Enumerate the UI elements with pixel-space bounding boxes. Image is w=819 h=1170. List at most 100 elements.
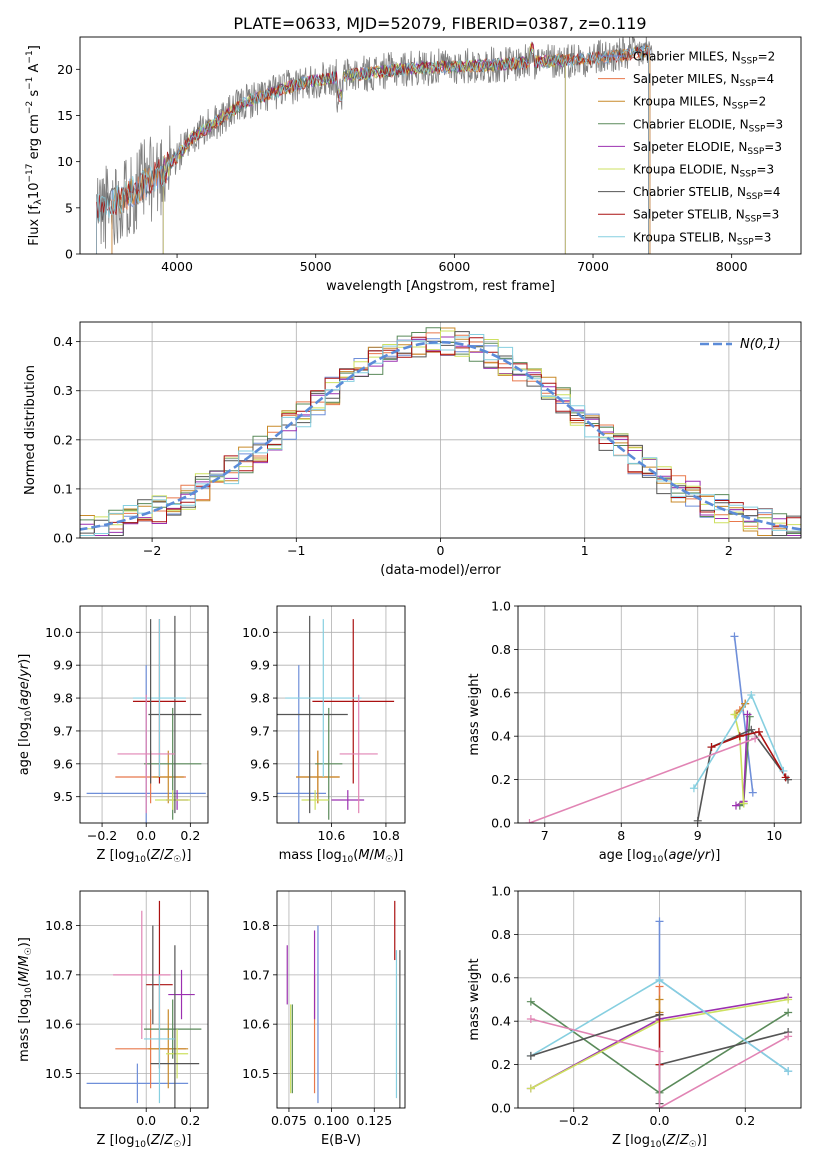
age_vs_z-panel: −0.2 0.0 0.2 9.5 9.6 9.7 9.8 9.9 10.0 Z [log10(Z/…	[17, 605, 209, 865]
data-marker	[655, 1010, 664, 1019]
x-tick-label: 7	[541, 828, 549, 843]
y-tick-label: 9.7	[53, 723, 73, 738]
y-tick-label: 10.7	[45, 967, 73, 982]
legend-label: Chabrier MILES, NSSP=2	[633, 50, 775, 67]
y-tick-label: 0.0	[491, 1101, 511, 1116]
legend-label: Salpeter STELIB, NSSP=3	[633, 208, 779, 225]
legend-label: Salpeter MILES, NSSP=4	[633, 72, 774, 89]
x-axis-label: (data-model)/error	[380, 563, 501, 578]
x-tick-label: 0.0	[136, 1113, 156, 1128]
axes-frame	[517, 890, 802, 1109]
y-tick-label: 1.0	[491, 884, 511, 899]
data-marker	[525, 819, 534, 823]
axes-frame	[276, 605, 406, 824]
residuals-panel: −2 −1 0 1 2 0.0 0.1 0.2 0.3 0.4 (data-model)/error…	[23, 321, 802, 578]
y-tick-label: 0.1	[53, 481, 73, 496]
y-tick-label: 0.2	[491, 1057, 511, 1072]
x-axis-label: Z [log10(Z/Z☉)]	[97, 1133, 192, 1150]
axes-frame	[79, 36, 802, 255]
data-marker	[747, 690, 756, 699]
data-marker	[739, 799, 748, 808]
mass_weight_vs_age-panel: 7 8 9 10 0.0 0.2 0.4 0.6 0.8 1.0 age [log10(age/yr…	[467, 599, 802, 865]
observed-spectrum-line	[96, 37, 653, 249]
data-marker	[730, 710, 739, 719]
data-marker	[747, 725, 756, 734]
y-tick-label: 10.6	[242, 1017, 270, 1032]
mass_vs_z-panel: 0.0 0.2 10.5 10.6 10.7 10.8 Z [log10(Z/Z☉)] mas…	[17, 890, 209, 1150]
axes-frame	[79, 605, 209, 824]
y-tick-label: 0.8	[491, 927, 511, 942]
x-tick-label: 10.8	[372, 828, 400, 843]
x-tick-label: 0.075	[271, 1113, 307, 1128]
x-tick-label: −1	[287, 543, 305, 558]
legend: Chabrier MILES, NSSP=2 Salpeter MILES, NS…	[598, 50, 783, 247]
x-tick-label: 0.2	[180, 1113, 200, 1128]
x-axis-label: age [log10(age/yr)]	[599, 848, 721, 865]
model-spectrum-line	[96, 42, 649, 254]
data-marker	[784, 1008, 793, 1017]
y-axis-label: mass weight	[467, 673, 482, 755]
plot-area	[96, 37, 653, 254]
x-tick-label: 8000	[716, 259, 748, 274]
y-tick-label: 15	[57, 108, 73, 123]
x-tick-label: −0.2	[559, 1113, 589, 1128]
y-tick-label: 9.8	[53, 691, 73, 706]
x-tick-label: 0.2	[180, 828, 200, 843]
x-tick-label: 4000	[161, 259, 193, 274]
legend-label: Kroupa STELIB, NSSP=3	[633, 230, 771, 247]
x-axis-label: wavelength [Angstrom, rest frame]	[326, 279, 555, 294]
x-tick-label: −2	[143, 543, 161, 558]
x-axis-label: Z [log10(Z/Z☉)]	[97, 848, 192, 865]
data-marker	[526, 1015, 535, 1024]
data-marker	[707, 743, 716, 752]
y-tick-label: 0.2	[53, 432, 73, 447]
data-marker	[784, 1067, 793, 1076]
plot-area	[526, 917, 793, 1108]
y-tick-label: 0.4	[53, 334, 73, 349]
series-line	[696, 728, 789, 821]
legend-label: N(0,1)	[740, 337, 781, 352]
legend-label: Kroupa ELODIE, NSSP=3	[633, 163, 774, 180]
series-line	[658, 1031, 789, 1104]
data-marker	[754, 727, 763, 736]
axes-frame	[276, 890, 406, 1109]
plot-area	[86, 615, 206, 823]
data-marker	[655, 975, 664, 984]
x-tick-label: 0.125	[356, 1113, 392, 1128]
series-line	[529, 737, 756, 823]
data-marker	[526, 1051, 535, 1060]
x-tick-label: 0.100	[314, 1113, 350, 1128]
axes-frame	[79, 890, 209, 1109]
y-tick-label: 10	[57, 154, 73, 169]
legend-label: Chabrier STELIB, NSSP=4	[633, 185, 781, 202]
data-marker	[526, 1084, 535, 1093]
series-line	[711, 730, 787, 778]
legend-label: Chabrier ELODIE, NSSP=3	[633, 117, 783, 134]
x-tick-label: 6000	[438, 259, 470, 274]
series-line	[530, 1013, 660, 1057]
y-tick-label: 9.6	[53, 756, 73, 771]
plot-area	[525, 632, 792, 823]
mass_vs_ebv-panel: 0.075 0.100 0.125 10.5 10.6 10.7 10.8 E(B-V)	[242, 890, 406, 1148]
data-marker	[779, 766, 788, 775]
x-tick-label: −0.2	[87, 828, 117, 843]
axes-frame	[79, 321, 802, 539]
y-tick-label: 0.8	[491, 642, 511, 657]
y-tick-label: 20	[57, 62, 73, 77]
plot-area	[286, 900, 401, 1108]
y-axis-label: mass weight	[467, 958, 482, 1040]
x-tick-label: 10	[766, 828, 782, 843]
x-tick-label: 0.0	[650, 1113, 670, 1128]
y-tick-label: 5	[65, 200, 73, 215]
model-spectrum-line	[96, 45, 649, 254]
data-marker	[655, 1047, 664, 1056]
axes-frame	[517, 605, 802, 824]
y-tick-label: 10.5	[242, 1066, 270, 1081]
x-tick-label: 0.2	[735, 1113, 755, 1128]
x-tick-label: 7000	[577, 259, 609, 274]
chart-title: PLATE=0633, MJD=52079, FIBERID=0387, z=0…	[233, 14, 646, 33]
y-tick-label: 0.0	[491, 816, 511, 831]
legend-label: Salpeter ELODIE, NSSP=3	[633, 140, 782, 157]
x-tick-label: 1	[581, 543, 589, 558]
